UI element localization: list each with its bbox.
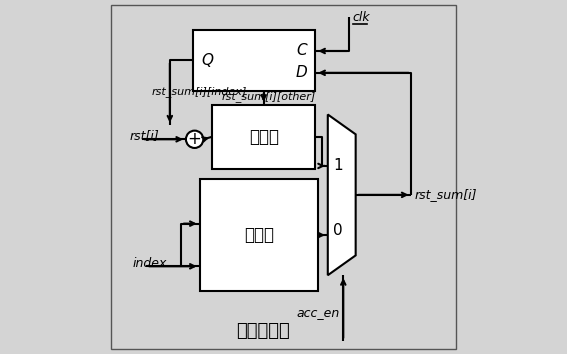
Text: rst_sum[i]: rst_sum[i]: [414, 188, 477, 201]
Text: Q: Q: [201, 53, 213, 68]
Text: 位拼接: 位拼接: [249, 128, 278, 146]
Polygon shape: [328, 114, 356, 275]
Bar: [212, 104, 315, 169]
Text: index: index: [133, 257, 167, 270]
Text: rst[i]: rst[i]: [130, 129, 159, 142]
Circle shape: [186, 131, 204, 148]
Text: D: D: [296, 65, 308, 80]
Text: C: C: [297, 44, 307, 58]
Text: acc_en: acc_en: [297, 307, 340, 319]
Text: rst_sum[i][index]: rst_sum[i][index]: [151, 86, 247, 97]
Bar: [193, 30, 315, 91]
Text: 稀疏累加器: 稀疏累加器: [236, 322, 290, 340]
Text: 譯码器: 譯码器: [244, 226, 274, 244]
Text: rst_sum[i][other]: rst_sum[i][other]: [222, 91, 316, 102]
Text: clk: clk: [353, 11, 370, 24]
Text: 1: 1: [333, 159, 343, 173]
Text: 0: 0: [333, 223, 343, 238]
Bar: [200, 179, 319, 291]
Text: +: +: [188, 130, 201, 148]
